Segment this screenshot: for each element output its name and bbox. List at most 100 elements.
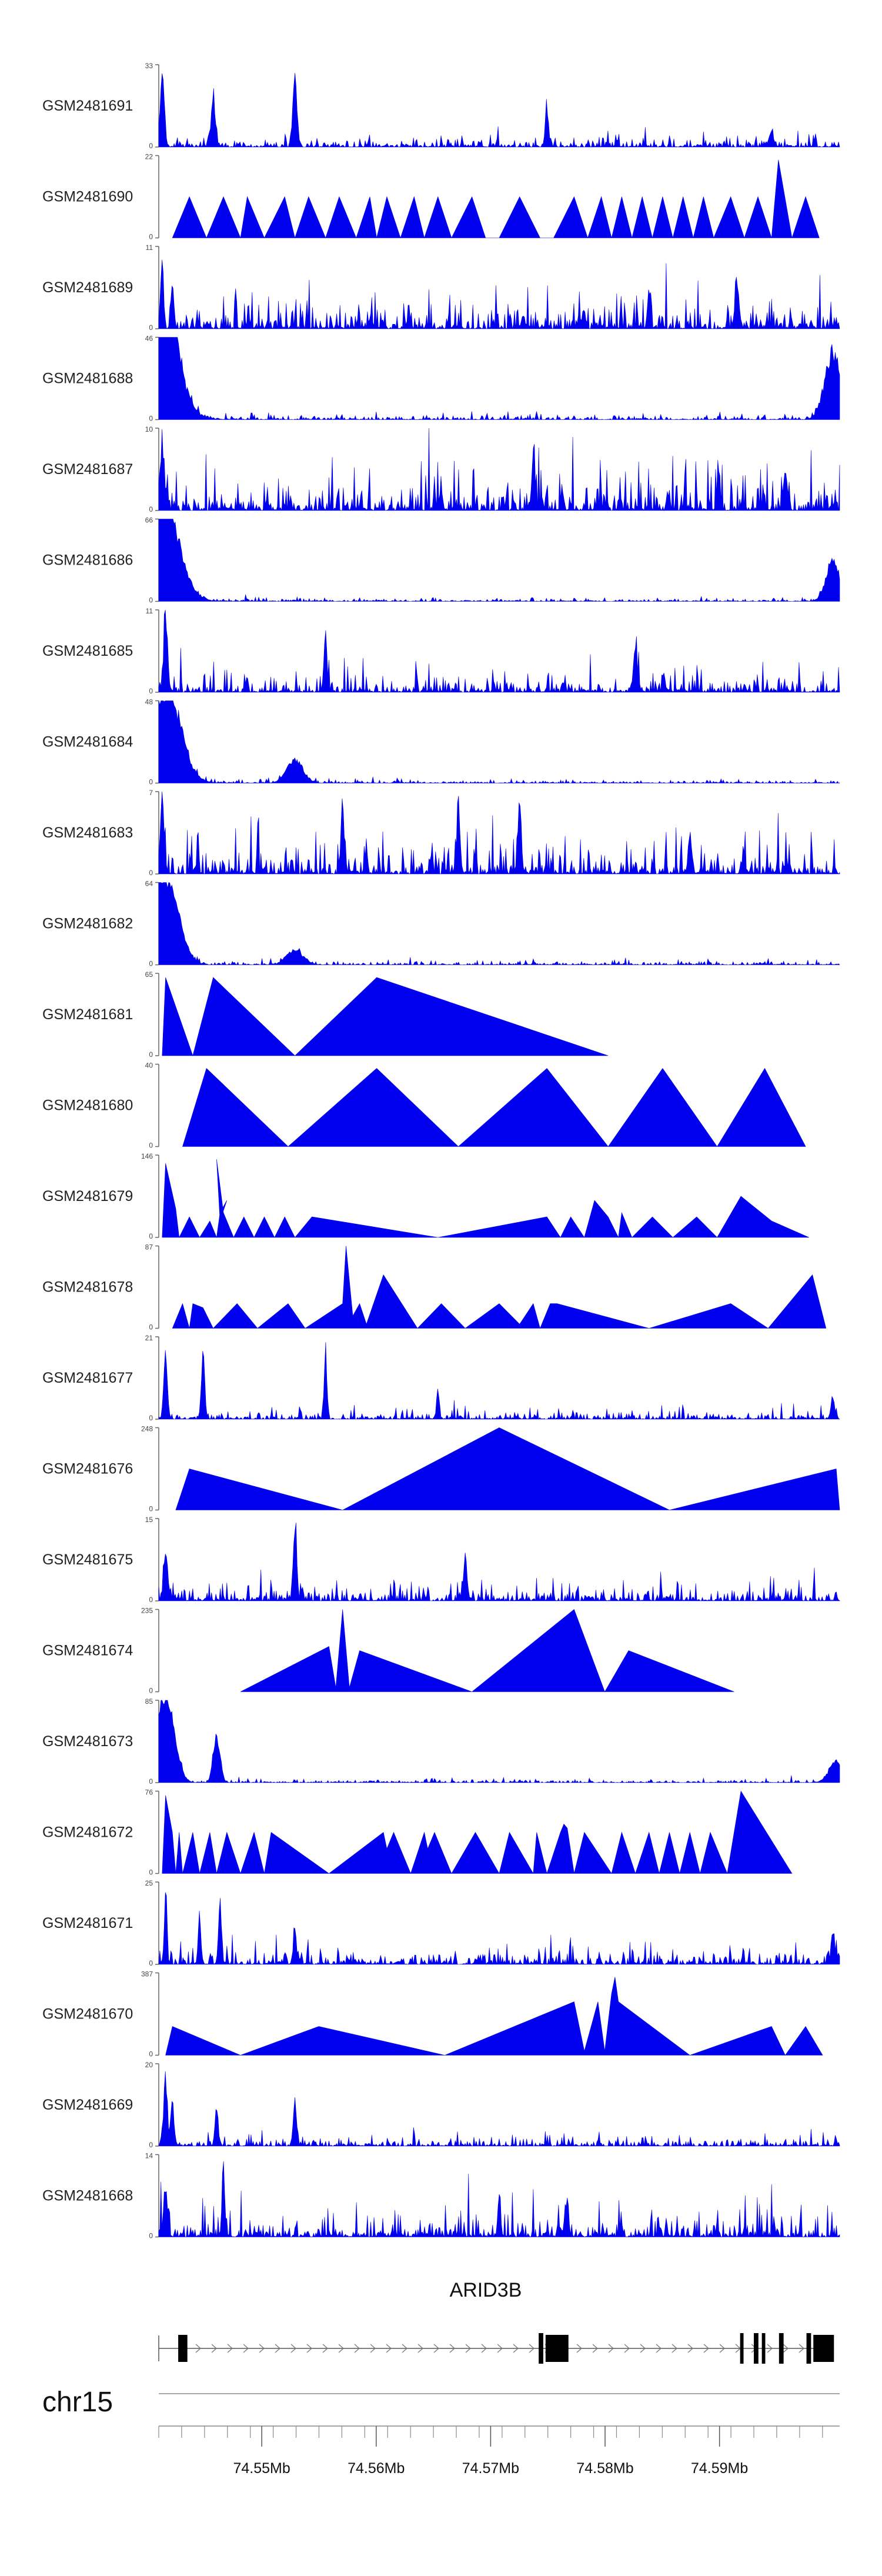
gene-exon [539, 2333, 543, 2364]
y-zero-label: 0 [149, 1050, 153, 1059]
gene-exon [754, 2333, 759, 2364]
signal-area [158, 337, 840, 421]
strand-arrow [354, 2344, 360, 2353]
signal-area [162, 1159, 810, 1239]
y-max-label: 66 [145, 516, 153, 525]
track-GSM2481691: GSM2481691 33 0 [42, 62, 840, 150]
signal-area [175, 1427, 840, 1510]
track-label: GSM2481689 [42, 279, 133, 296]
y-zero-label: 0 [149, 233, 153, 241]
y-max-label: 387 [141, 1970, 153, 1978]
track-label: GSM2481680 [42, 1097, 133, 1114]
track-label: GSM2481685 [42, 643, 133, 659]
track-label: GSM2481671 [42, 1915, 133, 1931]
y-max-label: 85 [145, 1697, 153, 1706]
track-label: GSM2481668 [42, 2188, 133, 2204]
y-zero-label: 0 [149, 2050, 153, 2058]
genome-axis: chr15 74.55Mb 74.56Mb 74.57Mb 74.58Mb 74.59M… [42, 2387, 840, 2477]
strand-arrow [640, 2344, 646, 2353]
strand-arrow [481, 2344, 487, 2353]
strand-arrow [338, 2344, 344, 2353]
strand-arrow [592, 2344, 598, 2353]
y-zero-label: 0 [149, 596, 153, 605]
axis-tick-label: 74.59Mb [691, 2460, 748, 2477]
track-label: GSM2481673 [42, 1733, 133, 1750]
strand-arrow [624, 2344, 630, 2353]
track-label: GSM2481677 [42, 1370, 133, 1386]
strand-arrow [386, 2344, 392, 2353]
y-zero-label: 0 [149, 960, 153, 968]
track-GSM2481688: GSM2481688 46 0 [42, 335, 840, 423]
y-zero-label: 0 [149, 505, 153, 513]
track-GSM2481677: GSM2481677 21 0 [42, 1334, 840, 1422]
gene-name-label: ARID3B [450, 2279, 522, 2301]
signal-area [158, 428, 840, 512]
track-label: GSM2481686 [42, 552, 133, 569]
y-zero-label: 0 [149, 2141, 153, 2149]
y-max-label: 46 [145, 335, 153, 343]
strand-arrow [259, 2344, 265, 2353]
axis-tick-label: 74.58Mb [576, 2460, 633, 2477]
gene-exon [813, 2335, 834, 2362]
track-GSM2481685: GSM2481685 11 0 [42, 607, 840, 695]
axis-tick-label: 74.57Mb [462, 2460, 519, 2477]
data-tracks: GSM2481691330GSM2481690220GSM2481689110G… [42, 62, 840, 2240]
strand-arrow [799, 2344, 804, 2353]
gene-track: ARID3B [158, 2279, 834, 2364]
y-max-label: 14 [145, 2152, 153, 2160]
y-max-label: 15 [145, 1516, 153, 1524]
y-max-label: 48 [145, 698, 153, 706]
y-max-label: 25 [145, 1879, 153, 1887]
gene-exon [178, 2335, 188, 2362]
signal-area [158, 1700, 840, 1783]
axis-tick-label: 74.55Mb [233, 2460, 290, 2477]
signal-area [158, 259, 840, 329]
track-GSM2481671: GSM2481671 25 0 [42, 1879, 840, 1967]
track-label: GSM2481688 [42, 371, 133, 387]
y-zero-label: 0 [149, 415, 153, 423]
strand-arrow [529, 2344, 534, 2353]
signal-area [165, 1977, 823, 2056]
track-GSM2481681: GSM2481681 65 0 [42, 970, 609, 1059]
track-label: GSM2481690 [42, 189, 133, 205]
strand-arrow [608, 2344, 614, 2353]
y-zero-label: 0 [149, 1414, 153, 1422]
y-zero-label: 0 [149, 778, 153, 786]
y-zero-label: 0 [149, 1687, 153, 1695]
y-zero-label: 0 [149, 142, 153, 150]
signal-area [158, 1342, 840, 1420]
track-GSM2481673: GSM2481673 85 0 [42, 1697, 840, 1786]
track-label: GSM2481679 [42, 1188, 133, 1204]
y-zero-label: 0 [149, 869, 153, 877]
y-max-label: 64 [145, 880, 153, 888]
y-max-label: 11 [146, 607, 153, 615]
y-max-label: 33 [145, 62, 153, 70]
strand-arrow [576, 2344, 582, 2353]
signal-area [162, 1790, 793, 1874]
y-zero-label: 0 [149, 1959, 153, 1967]
chromosome-label: chr15 [42, 2387, 113, 2418]
track-GSM2481676: GSM2481676 248 0 [42, 1425, 840, 1513]
track-GSM2481674: GSM2481674 235 0 [42, 1607, 734, 1695]
y-zero-label: 0 [149, 2232, 153, 2240]
signal-area [158, 73, 840, 148]
track-GSM2481689: GSM2481689 11 0 [42, 243, 840, 332]
strand-arrow [465, 2344, 471, 2353]
strand-arrow [195, 2344, 201, 2353]
track-label: GSM2481670 [42, 2006, 133, 2023]
track-GSM2481678: GSM2481678 87 0 [42, 1243, 827, 1332]
signal-area [158, 791, 840, 875]
y-max-label: 248 [141, 1425, 153, 1433]
strand-arrow [290, 2344, 296, 2353]
track-GSM2481680: GSM2481680 40 0 [42, 1062, 806, 1150]
y-max-label: 7 [149, 789, 153, 797]
strand-arrow [417, 2344, 423, 2353]
y-zero-label: 0 [149, 1868, 153, 1877]
signal-area [172, 1246, 827, 1329]
track-GSM2481690: GSM2481690 22 0 [42, 153, 820, 241]
y-max-label: 76 [145, 1788, 153, 1797]
track-label: GSM2481672 [42, 1824, 133, 1841]
y-max-label: 146 [141, 1152, 153, 1160]
track-GSM2481686: GSM2481686 66 0 [42, 516, 840, 605]
